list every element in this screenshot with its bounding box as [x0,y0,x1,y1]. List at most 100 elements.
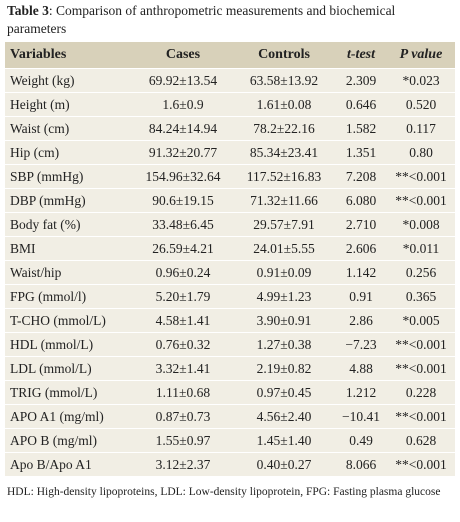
cell-controls: 4.56±2.40 [233,404,335,429]
cell-ttest: 2.606 [335,236,387,261]
cell-controls: 1.61±0.08 [233,92,335,117]
cell-cases: 0.96±0.24 [133,260,233,285]
table-row: Weight (kg) 69.92±13.54 63.58±13.92 2.309 *0… [5,68,455,93]
cell-ttest: 1.351 [335,140,387,165]
cell-variable: APO B (mg/ml) [5,428,133,453]
header-pvalue: P value [399,47,443,62]
cell-pvalue: 0.628 [387,428,455,453]
cell-cases: 26.59±4.21 [133,236,233,261]
table-row: Waist/hip 0.96±0.24 0.91±0.09 1.142 0.256 [5,260,455,285]
cell-ttest: 6.080 [335,188,387,213]
cell-ttest: 1.142 [335,260,387,285]
cell-controls: 24.01±5.55 [233,236,335,261]
cell-pvalue: *0.023 [387,68,455,93]
cell-variable: T-CHO (mmol/L) [5,308,133,333]
table-footnote: HDL: High-density lipoproteins, LDL: Low… [7,486,441,498]
cell-variable: Weight (kg) [5,68,133,93]
cell-pvalue: **<0.001 [387,404,455,429]
cell-cases: 84.24±14.94 [133,116,233,141]
cell-ttest: 2.309 [335,68,387,93]
table-row: LDL (mmol/L) 3.32±1.41 2.19±0.82 4.88 **<0.0… [5,356,455,381]
cell-ttest: 2.86 [335,308,387,333]
table-caption-text: : Comparison of anthropometric measureme… [7,3,396,36]
cell-ttest: 0.91 [335,284,387,309]
table-row: T-CHO (mmol/L) 4.58±1.41 3.90±0.91 2.86 *0.0… [5,308,455,333]
table-row: TRIG (mmol/L) 1.11±0.68 0.97±0.45 1.212 0.22… [5,380,455,405]
cell-cases: 0.76±0.32 [133,332,233,357]
cell-controls: 1.45±1.40 [233,428,335,453]
cell-variable: BMI [5,236,133,261]
header-cases: Cases [165,47,201,62]
table-row: Height (m) 1.6±0.9 1.61±0.08 0.646 0.520 [5,92,455,117]
table-row: HDL (mmol/L) 0.76±0.32 1.27±0.38 −7.23 **<0.… [5,332,455,357]
table-row: DBP (mmHg) 90.6±19.15 71.32±11.66 6.080 **<0… [5,188,455,213]
cell-pvalue: *0.011 [387,236,455,261]
table-header-row: Variables Cases Controls t-test P value [5,42,455,69]
cell-controls: 4.99±1.23 [233,284,335,309]
cell-ttest: 1.212 [335,380,387,405]
cell-controls: 0.97±0.45 [233,380,335,405]
cell-cases: 90.6±19.15 [133,188,233,213]
cell-controls: 1.27±0.38 [233,332,335,357]
table-row: Apo B/Apo A1 3.12±2.37 0.40±0.27 8.066 **<0.… [5,452,455,476]
table-row: Waist (cm) 84.24±14.94 78.2±22.16 1.582 0.11… [5,116,455,141]
cell-pvalue: 0.117 [387,116,455,141]
cell-variable: SBP (mmHg) [5,164,133,189]
cell-cases: 0.87±0.73 [133,404,233,429]
cell-ttest: 0.646 [335,92,387,117]
cell-cases: 154.96±32.64 [133,164,233,189]
cell-ttest: 1.582 [335,116,387,141]
table-caption: Table 3: Comparison of anthropometric me… [7,2,455,38]
cell-cases: 69.92±13.54 [133,68,233,93]
cell-ttest: −7.23 [335,332,387,357]
cell-controls: 85.34±23.41 [233,140,335,165]
cell-pvalue: **<0.001 [387,164,455,189]
cell-pvalue: 0.256 [387,260,455,285]
cell-ttest: 8.066 [335,452,387,476]
cell-pvalue: **<0.001 [387,356,455,381]
cell-controls: 63.58±13.92 [233,68,335,93]
cell-ttest: 7.208 [335,164,387,189]
cell-pvalue: **<0.001 [387,452,455,476]
cell-cases: 3.12±2.37 [133,452,233,476]
header-variables: Variables [10,47,67,62]
cell-variable: LDL (mmol/L) [5,356,133,381]
cell-variable: Waist (cm) [5,116,133,141]
cell-cases: 1.55±0.97 [133,428,233,453]
table-row: APO B (mg/ml) 1.55±0.97 1.45±1.40 0.49 0.628 [5,428,455,453]
cell-pvalue: 0.228 [387,380,455,405]
cell-controls: 0.40±0.27 [233,452,335,476]
cell-cases: 1.11±0.68 [133,380,233,405]
table-row: FPG (mmol/l) 5.20±1.79 4.99±1.23 0.91 0.365 [5,284,455,309]
cell-variable: DBP (mmHg) [5,188,133,213]
cell-ttest: −10.41 [335,404,387,429]
cell-variable: HDL (mmol/L) [5,332,133,357]
cell-variable: Apo B/Apo A1 [5,452,133,476]
cell-variable: Waist/hip [5,260,133,285]
cell-ttest: 4.88 [335,356,387,381]
table-row: Body fat (%) 33.48±6.45 29.57±7.91 2.710 *0.… [5,212,455,237]
cell-ttest: 2.710 [335,212,387,237]
cell-pvalue: 0.520 [387,92,455,117]
cell-controls: 3.90±0.91 [233,308,335,333]
cell-cases: 91.32±20.77 [133,140,233,165]
table-caption-label: Table 3 [7,3,49,18]
table-body: Weight (kg) 69.92±13.54 63.58±13.92 2.309 *0… [5,68,455,476]
table-row: APO A1 (mg/ml) 0.87±0.73 4.56±2.40 −10.41 **… [5,404,455,429]
cell-pvalue: 0.80 [387,140,455,165]
cell-pvalue: **<0.001 [387,188,455,213]
cell-pvalue: *0.008 [387,212,455,237]
cell-controls: 117.52±16.83 [233,164,335,189]
comparison-table: Variables Cases Controls t-test P value … [5,42,455,476]
table-header: Variables Cases Controls t-test P value [5,42,455,69]
cell-cases: 1.6±0.9 [133,92,233,117]
cell-variable: APO A1 (mg/ml) [5,404,133,429]
header-ttest: t-test [347,47,375,62]
cell-ttest: 0.49 [335,428,387,453]
cell-controls: 0.91±0.09 [233,260,335,285]
cell-cases: 5.20±1.79 [133,284,233,309]
cell-controls: 2.19±0.82 [233,356,335,381]
cell-variable: Hip (cm) [5,140,133,165]
cell-pvalue: *0.005 [387,308,455,333]
